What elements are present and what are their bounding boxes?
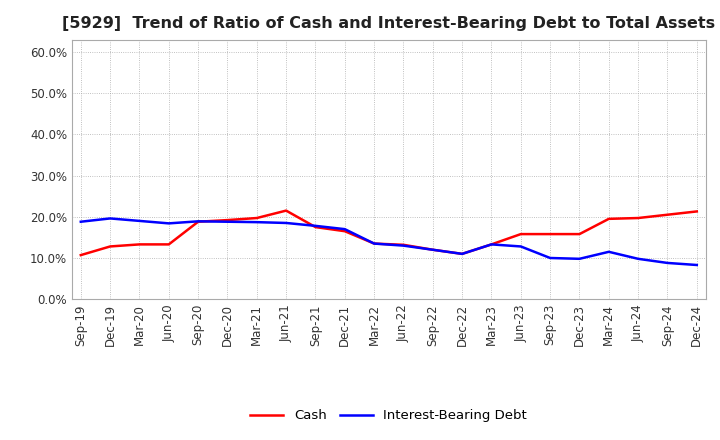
Interest-Bearing Debt — [458, 251, 467, 257]
Cash — [516, 231, 525, 237]
Interest-Bearing Debt — [370, 241, 379, 246]
Interest-Bearing Debt — [223, 219, 232, 224]
Interest-Bearing Debt — [341, 227, 349, 232]
Cash — [194, 219, 202, 224]
Cash — [370, 241, 379, 246]
Interest-Bearing Debt — [106, 216, 114, 221]
Cash — [282, 208, 290, 213]
Cash — [253, 216, 261, 221]
Cash — [428, 247, 437, 253]
Interest-Bearing Debt — [663, 260, 672, 266]
Interest-Bearing Debt — [575, 256, 584, 261]
Line: Interest-Bearing Debt: Interest-Bearing Debt — [81, 218, 697, 265]
Line: Cash: Cash — [81, 211, 697, 255]
Interest-Bearing Debt — [428, 247, 437, 253]
Cash — [693, 209, 701, 214]
Legend: Cash, Interest-Bearing Debt: Cash, Interest-Bearing Debt — [245, 404, 533, 428]
Interest-Bearing Debt — [693, 262, 701, 268]
Interest-Bearing Debt — [546, 255, 554, 260]
Interest-Bearing Debt — [605, 249, 613, 254]
Interest-Bearing Debt — [253, 220, 261, 225]
Interest-Bearing Debt — [399, 243, 408, 248]
Interest-Bearing Debt — [634, 256, 642, 261]
Interest-Bearing Debt — [135, 218, 144, 224]
Cash — [487, 242, 496, 247]
Interest-Bearing Debt — [76, 219, 85, 224]
Cash — [399, 242, 408, 247]
Cash — [164, 242, 173, 247]
Cash — [605, 216, 613, 221]
Cash — [106, 244, 114, 249]
Cash — [311, 224, 320, 230]
Title: [5929]  Trend of Ratio of Cash and Interest-Bearing Debt to Total Assets: [5929] Trend of Ratio of Cash and Intere… — [62, 16, 716, 32]
Cash — [575, 231, 584, 237]
Cash — [458, 251, 467, 257]
Cash — [341, 228, 349, 234]
Cash — [546, 231, 554, 237]
Cash — [135, 242, 144, 247]
Cash — [76, 253, 85, 258]
Cash — [223, 217, 232, 223]
Interest-Bearing Debt — [282, 220, 290, 226]
Interest-Bearing Debt — [516, 244, 525, 249]
Cash — [663, 212, 672, 217]
Interest-Bearing Debt — [487, 242, 496, 247]
Cash — [634, 216, 642, 221]
Interest-Bearing Debt — [164, 221, 173, 226]
Interest-Bearing Debt — [311, 223, 320, 228]
Interest-Bearing Debt — [194, 219, 202, 224]
